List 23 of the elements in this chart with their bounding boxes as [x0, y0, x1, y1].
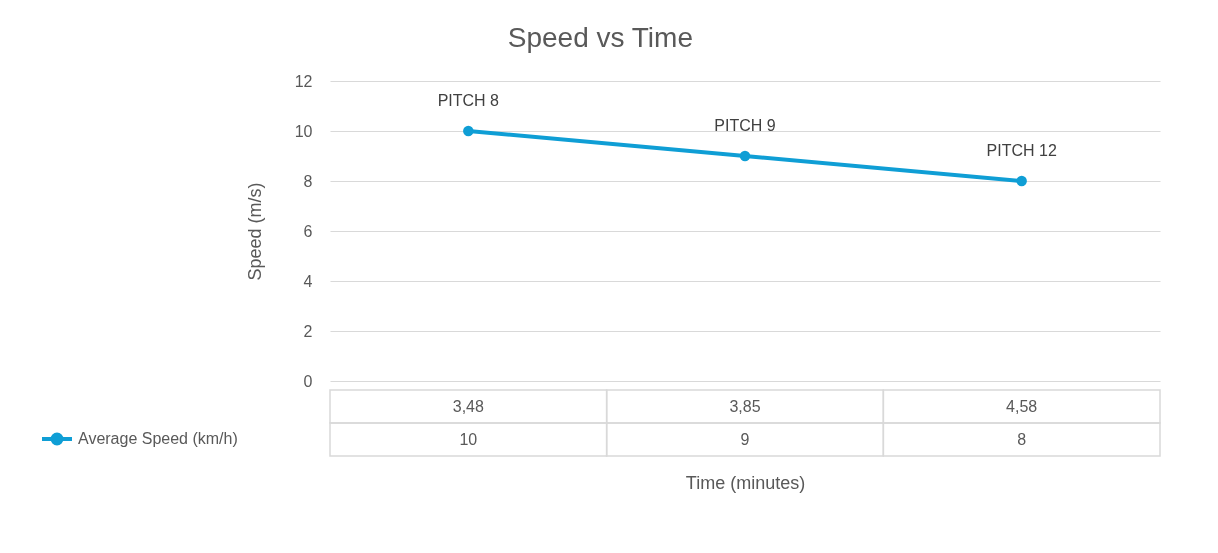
y-tick-label: 4: [303, 272, 313, 290]
y-tick-label: 2: [303, 322, 313, 340]
y-axis-title: Speed (m/s): [244, 182, 265, 281]
data-label: 8: [1017, 430, 1027, 448]
y-tick-label: 8: [303, 172, 313, 190]
x-tick-label: 3,85: [729, 397, 761, 415]
x-tick-label: 4,58: [1006, 397, 1038, 415]
x-tick-label: 3,48: [452, 397, 485, 415]
point: [1016, 175, 1027, 187]
y-tick-label: 0: [303, 372, 313, 390]
x-axis-title: Time (minutes): [685, 472, 806, 493]
annotation: PITCH 8: [437, 92, 500, 109]
point: [463, 125, 474, 137]
data-label: 9: [740, 430, 750, 448]
annotation: PITCH 9: [714, 117, 776, 134]
annotation: PITCH 12: [986, 142, 1057, 159]
legend-label: Average Speed (km/h): [78, 430, 238, 447]
y-tick-label: 10: [294, 122, 313, 140]
chart-title: Speed vs Time: [507, 22, 693, 53]
y-tick-label: 6: [303, 222, 313, 240]
y-tick-label: 12: [294, 72, 313, 90]
data-label: 10: [459, 430, 478, 448]
point: [739, 150, 751, 162]
